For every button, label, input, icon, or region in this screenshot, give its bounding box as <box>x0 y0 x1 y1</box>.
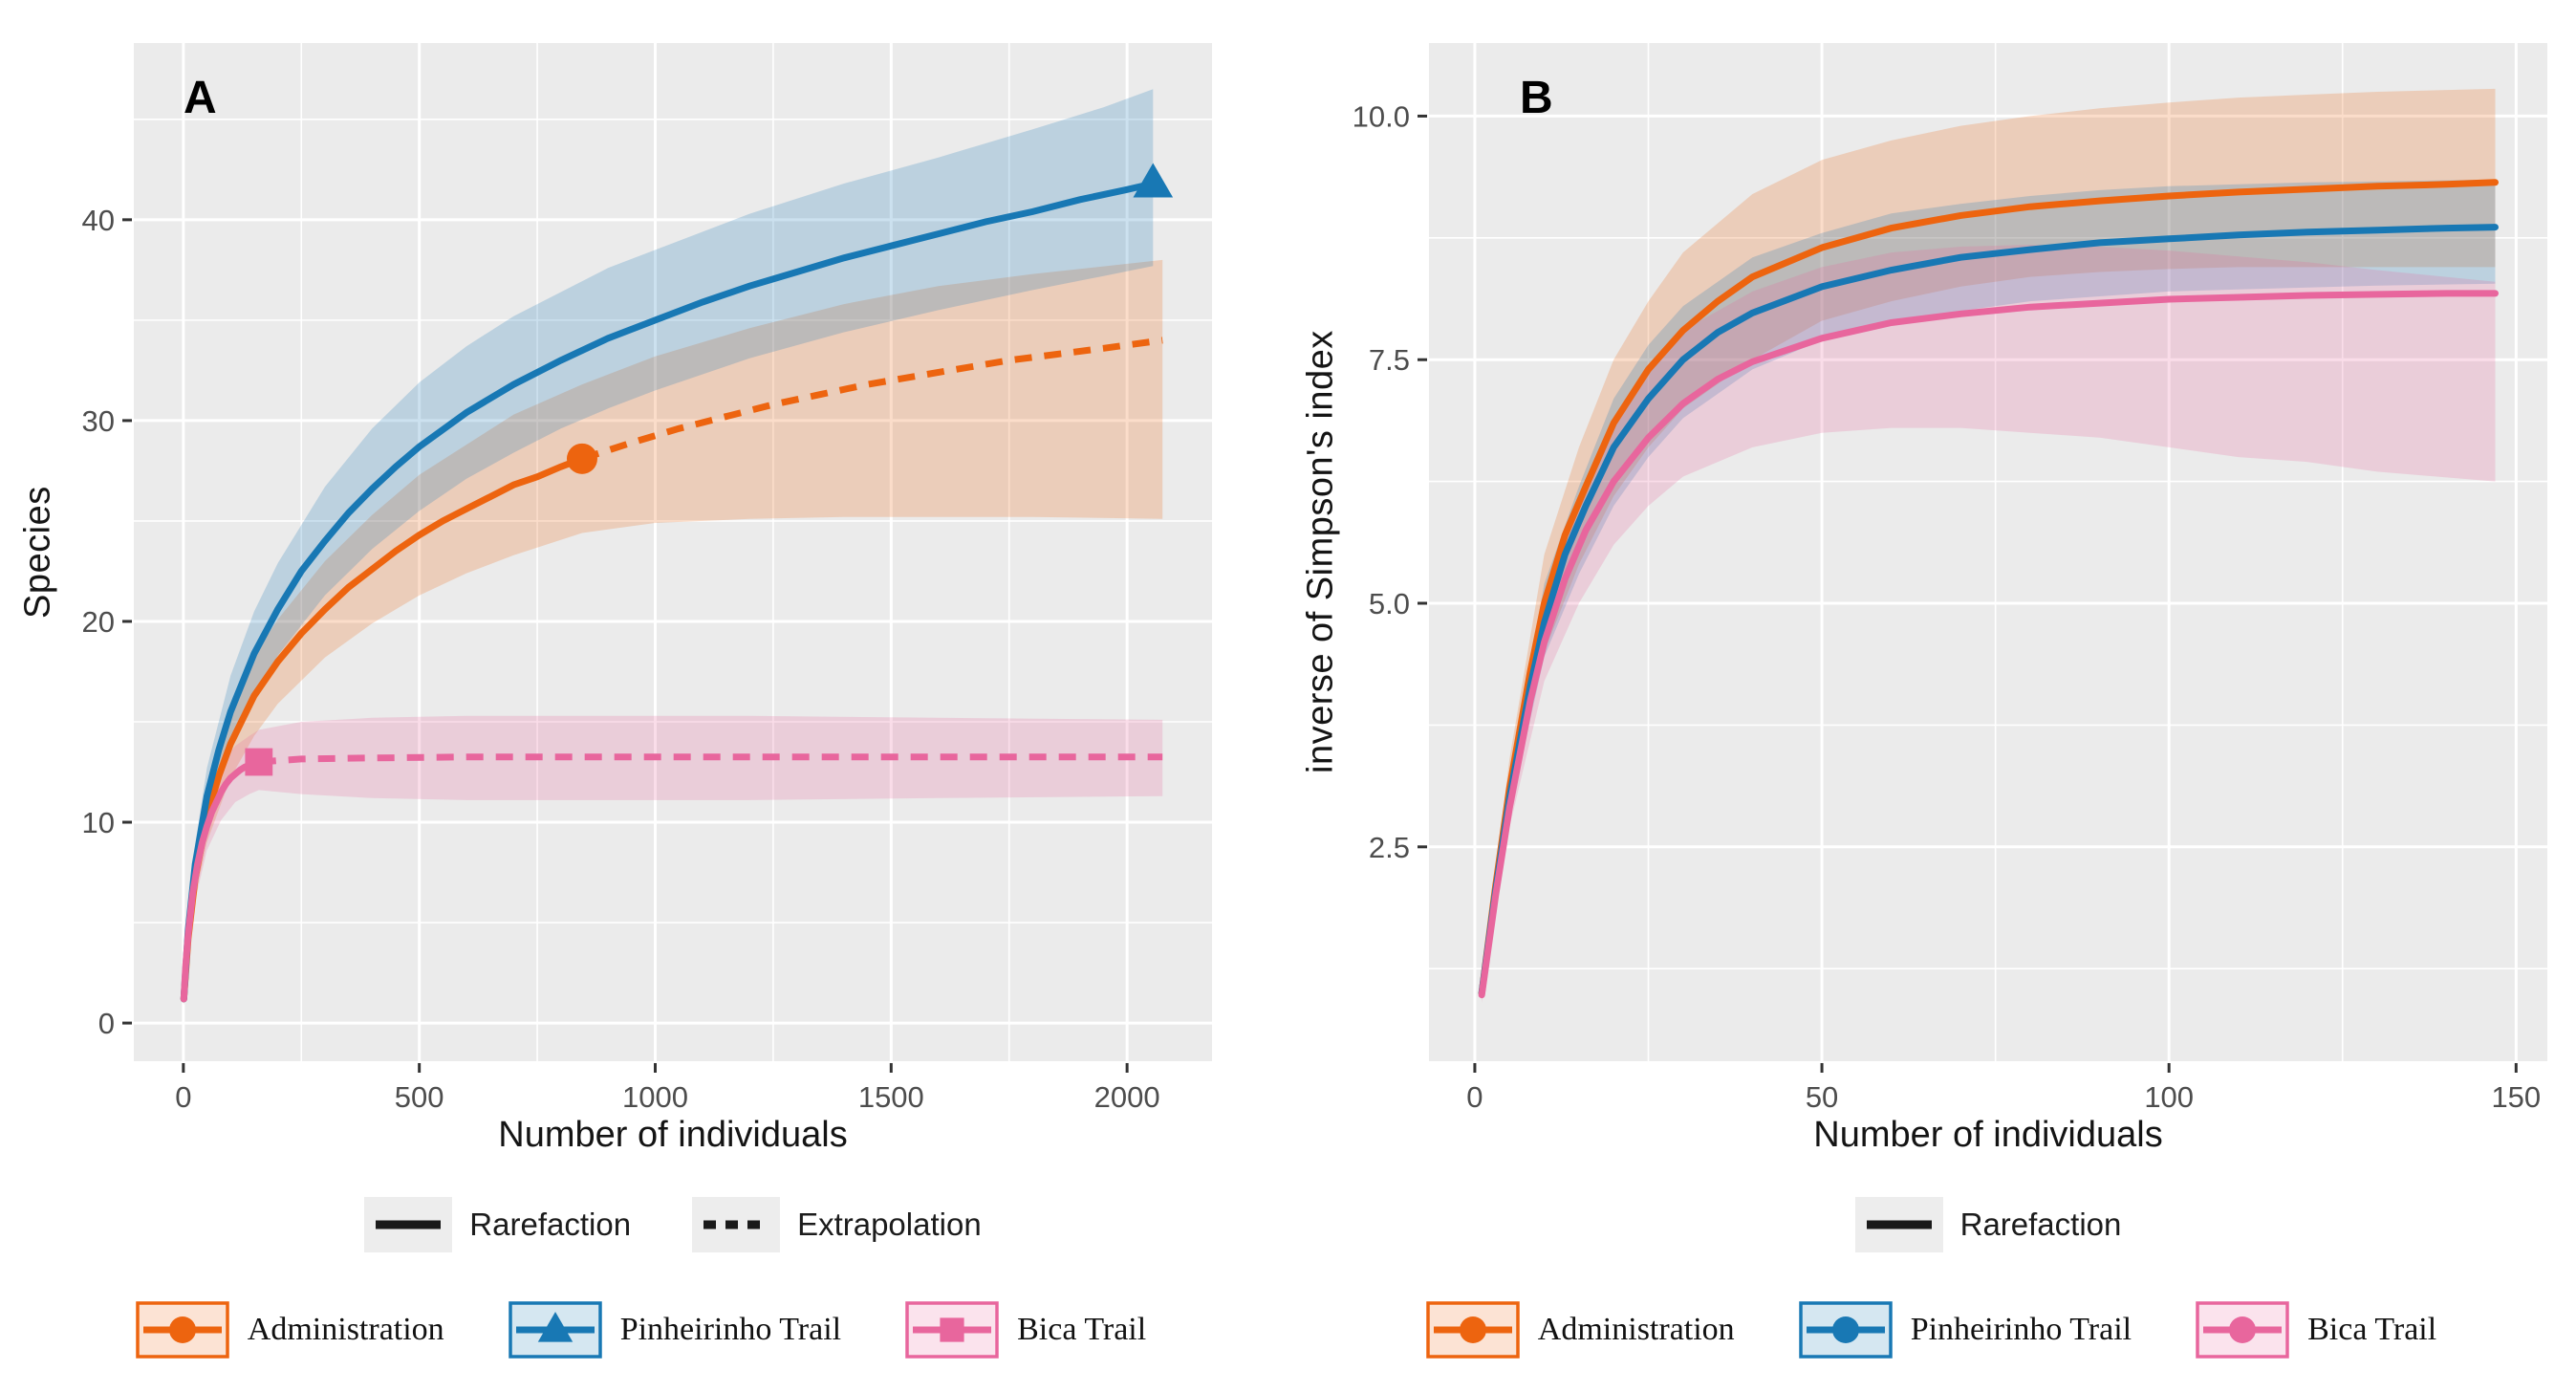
administration-observed-circle-marker-icon <box>566 443 597 474</box>
panel-b-x-axis-title: Number of individuals <box>1813 1115 2163 1155</box>
bica-trail-square-key-icon <box>905 1301 999 1359</box>
pinheirinho-trail-rarefaction-line <box>1478 224 2499 997</box>
x-tick-label: 500 <box>395 1080 444 1109</box>
administration-confidence-ribbon <box>184 259 1163 1006</box>
panel-letter: B <box>1520 73 1553 123</box>
bica-trail-observed-square-marker-icon <box>245 748 273 776</box>
x-tick-label: 0 <box>175 1080 191 1109</box>
legend-label: Bica Trail <box>1017 1312 1147 1347</box>
pinheirinho-trail-rarefaction-line <box>180 180 1157 1003</box>
square-marker-icon <box>940 1317 964 1342</box>
panel-b-sites-legend: Administration Pinheirinho Trail Bica Trai… <box>1310 1300 2552 1359</box>
y-tick-label: 2.5 <box>1369 831 1410 864</box>
rarefaction-linetype-key-icon <box>1854 1197 1943 1252</box>
x-tick-label: 1000 <box>622 1080 688 1109</box>
legend-label: Pinheirinho Trail <box>619 1312 842 1347</box>
y-tick-label: 10 <box>82 806 115 839</box>
x-tick-label: 100 <box>2144 1080 2194 1109</box>
circle-marker-icon <box>1831 1316 1859 1343</box>
pinheirinho-trail-circle-key-icon <box>1798 1301 1893 1359</box>
panel-a-plot: 0 500 1000 1500 2000 0 10 20 30 40 A <box>82 43 1212 1109</box>
x-tick-label: 2000 <box>1094 1080 1160 1109</box>
administration-rarefaction-line <box>180 455 586 1003</box>
panel-b-figure: inverse of Simpson's index 0 50 100 150 2.5 5… <box>1281 0 2576 1392</box>
panel-b-plot: 0 50 100 150 2.5 5.0 7.5 10.0 B <box>1353 43 2547 1109</box>
bica-trail-circle-key-icon <box>2196 1301 2289 1359</box>
legend-label: Administration <box>247 1312 444 1347</box>
bica-trail-rarefaction-line <box>1478 290 2499 999</box>
panel-a-sites-legend: Administration Pinheirinho Trail Bica Trai… <box>19 1300 1262 1359</box>
legend-item-administration: Administration <box>1425 1300 1735 1359</box>
panel-letter: A <box>184 73 217 123</box>
administration-extrapolation-line <box>580 337 1163 463</box>
y-tick-label: 7.5 <box>1369 343 1410 377</box>
pinheirinho-trail-confidence-ribbon <box>1482 179 2496 998</box>
pinheirinho-trail-confidence-ribbon <box>184 89 1154 1006</box>
triangle-marker-icon <box>537 1312 573 1342</box>
rarefaction-linetype-key-icon <box>364 1197 453 1252</box>
y-tick-label: 20 <box>82 605 115 639</box>
legend-item-bica-trail: Bica Trail <box>904 1300 1146 1359</box>
y-tick-label: 0 <box>98 1007 115 1040</box>
bica-trail-extrapolation-line <box>258 753 1163 766</box>
circle-marker-icon <box>1459 1316 1486 1343</box>
x-tick-label: 150 <box>2491 1080 2541 1109</box>
administration-circle-key-icon <box>136 1301 229 1359</box>
legend-item-administration: Administration <box>135 1300 444 1359</box>
administration-circle-key-icon <box>1426 1301 1520 1359</box>
legend-item-rarefaction: Rarefaction <box>364 1197 631 1252</box>
legend-item-bica-trail: Bica Trail <box>2195 1300 2436 1359</box>
legend-label: Bica Trail <box>2307 1312 2437 1347</box>
legend-item-extrapolation: Extrapolation <box>692 1197 982 1252</box>
legend-item-pinheirinho-trail: Pinheirinho Trail <box>1798 1300 2132 1359</box>
x-tick-label: 50 <box>1806 1080 1838 1109</box>
legend-label: Administration <box>1537 1312 1735 1347</box>
x-tick-label: 0 <box>1466 1080 1483 1109</box>
bica-trail-confidence-ribbon <box>1482 245 2496 1003</box>
pinheirinho-trail-triangle-key-icon <box>508 1301 602 1359</box>
legend-label: Extrapolation <box>797 1207 982 1242</box>
y-tick-label: 5.0 <box>1369 587 1410 620</box>
panel-a-figure: Species 0 500 1000 1500 2000 0 10 20 30 40 A Numbe… <box>0 0 1281 1392</box>
circle-marker-icon <box>168 1316 196 1343</box>
panel-a-x-axis-title: Number of individuals <box>498 1115 848 1155</box>
administration-confidence-ribbon <box>1482 88 2496 998</box>
panel-b-linetype-legend: Rarefaction <box>1429 1197 2547 1252</box>
legend-label: Rarefaction <box>1959 1207 2122 1242</box>
y-tick-label: 10.0 <box>1353 99 1410 133</box>
y-tick-label: 30 <box>82 404 115 438</box>
administration-rarefaction-line <box>1478 179 2499 997</box>
circle-marker-icon <box>2229 1316 2257 1343</box>
x-tick-label: 1500 <box>858 1080 924 1109</box>
pinheirinho-trail-observed-triangle-marker-icon <box>1133 163 1174 198</box>
y-tick-label: 40 <box>82 204 115 237</box>
bica-trail-confidence-ribbon <box>184 715 1163 1006</box>
extrapolation-linetype-key-icon <box>692 1197 781 1252</box>
legend-label: Rarefaction <box>469 1207 632 1242</box>
legend-item-rarefaction: Rarefaction <box>1854 1197 2122 1252</box>
legend-label: Pinheirinho Trail <box>1910 1312 2132 1347</box>
panel-a-linetype-legend: Rarefaction Extrapolation <box>134 1197 1212 1252</box>
legend-item-pinheirinho-trail: Pinheirinho Trail <box>508 1300 841 1359</box>
